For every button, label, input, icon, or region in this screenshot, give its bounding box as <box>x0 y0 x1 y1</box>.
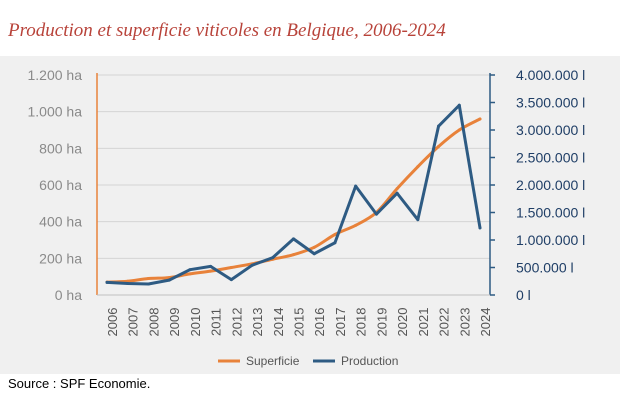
data-point-superficie <box>188 272 192 276</box>
data-point-superficie <box>333 233 337 236</box>
data-point-production <box>312 252 316 256</box>
x-axis-ticks: 2006 2007 2008 2009 2010 2011 2012 2013 2014 2015… <box>105 308 493 337</box>
right-tick-label: 3.000.000 l <box>516 122 585 138</box>
series-line-production <box>105 103 482 286</box>
data-point-production <box>167 278 171 282</box>
chart-panel <box>0 56 620 374</box>
left-tick-label: 400 ha <box>39 214 82 230</box>
left-axis-ticks: 0 ha 200 ha 400 ha 600 ha 800 ha 1.000 ha 1.20… <box>28 67 83 303</box>
legend-label-production: Production <box>341 354 398 368</box>
data-point-production <box>478 226 482 230</box>
data-point-production <box>333 241 337 245</box>
data-point-superficie <box>478 117 482 121</box>
left-tick-label: 0 ha <box>55 287 82 303</box>
data-point-production <box>250 263 254 267</box>
left-tick-label: 600 ha <box>39 177 82 193</box>
x-tick-label: 2014 <box>271 308 286 337</box>
data-point-production <box>416 218 420 222</box>
x-tick-label: 2024 <box>478 308 493 337</box>
data-point-production <box>354 184 358 188</box>
x-tick-label: 2017 <box>333 308 348 337</box>
x-tick-label: 2013 <box>250 308 265 337</box>
right-tick-label: 4.000.000 l <box>516 67 585 83</box>
data-point-superficie <box>146 277 150 280</box>
x-tick-label: 2019 <box>374 308 389 337</box>
data-point-production <box>146 282 150 286</box>
x-tick-label: 2016 <box>312 308 327 337</box>
data-point-superficie <box>229 266 233 269</box>
gridlines <box>97 74 490 296</box>
right-tick-label: 0 l <box>516 287 531 303</box>
x-tick-label: 2015 <box>292 308 307 337</box>
legend-label-superficie: Superficie <box>246 354 300 368</box>
left-tick-label: 1.200 ha <box>28 67 83 83</box>
data-point-production <box>457 103 461 107</box>
x-tick-label: 2008 <box>146 308 161 337</box>
x-tick-label: 2023 <box>457 308 472 337</box>
chart-title: Production et superficie viticoles en Be… <box>8 20 446 41</box>
x-tick-label: 2011 <box>209 308 224 336</box>
x-tick-label: 2018 <box>354 308 369 337</box>
x-tick-label: 2009 <box>167 308 182 337</box>
data-point-superficie <box>416 165 420 169</box>
x-tick-label: 2006 <box>105 308 120 337</box>
data-point-production <box>188 268 192 272</box>
data-point-superficie <box>457 128 461 132</box>
x-tick-label: 2007 <box>126 308 141 337</box>
x-tick-label: 2022 <box>437 308 452 337</box>
x-tick-label: 2021 <box>416 308 431 337</box>
x-tick-label: 2020 <box>395 308 410 337</box>
data-point-superficie <box>292 253 295 257</box>
data-point-production <box>437 124 441 128</box>
right-tick-label: 1.500.000 l <box>516 205 585 221</box>
source-note: Source : SPF Economie. <box>8 376 151 391</box>
right-tick-label: 500.000 l <box>516 260 574 276</box>
right-tick-label: 2.500.000 l <box>516 150 585 166</box>
data-point-superficie <box>354 223 358 227</box>
data-point-production <box>126 281 130 285</box>
data-point-superficie <box>312 245 316 249</box>
series-lines <box>105 103 482 286</box>
data-point-production <box>105 280 109 284</box>
right-tick-label: 2.000.000 l <box>516 177 585 193</box>
data-point-production <box>292 237 295 241</box>
data-point-production <box>209 264 213 268</box>
data-point-production <box>374 212 378 216</box>
series-line-superficie <box>105 117 482 284</box>
right-axis-ticks: 0 l 500.000 l 1.000.000 l 1.500.000 l 2.000.… <box>490 67 585 303</box>
axes <box>96 73 491 296</box>
legend: Superficie Production <box>218 354 398 368</box>
right-tick-label: 3.500.000 l <box>516 95 585 111</box>
data-point-superficie <box>437 145 441 148</box>
data-point-superficie <box>395 187 399 191</box>
x-tick-label: 2010 <box>188 308 203 337</box>
left-tick-label: 200 ha <box>39 250 82 266</box>
left-tick-label: 800 ha <box>39 140 82 156</box>
data-point-production <box>395 191 399 195</box>
data-point-production <box>271 256 275 260</box>
x-tick-label: 2012 <box>229 308 244 337</box>
left-tick-label: 1.000 ha <box>28 104 83 120</box>
data-point-superficie <box>209 269 213 273</box>
right-tick-label: 1.000.000 l <box>516 232 585 248</box>
data-point-production <box>229 278 233 282</box>
